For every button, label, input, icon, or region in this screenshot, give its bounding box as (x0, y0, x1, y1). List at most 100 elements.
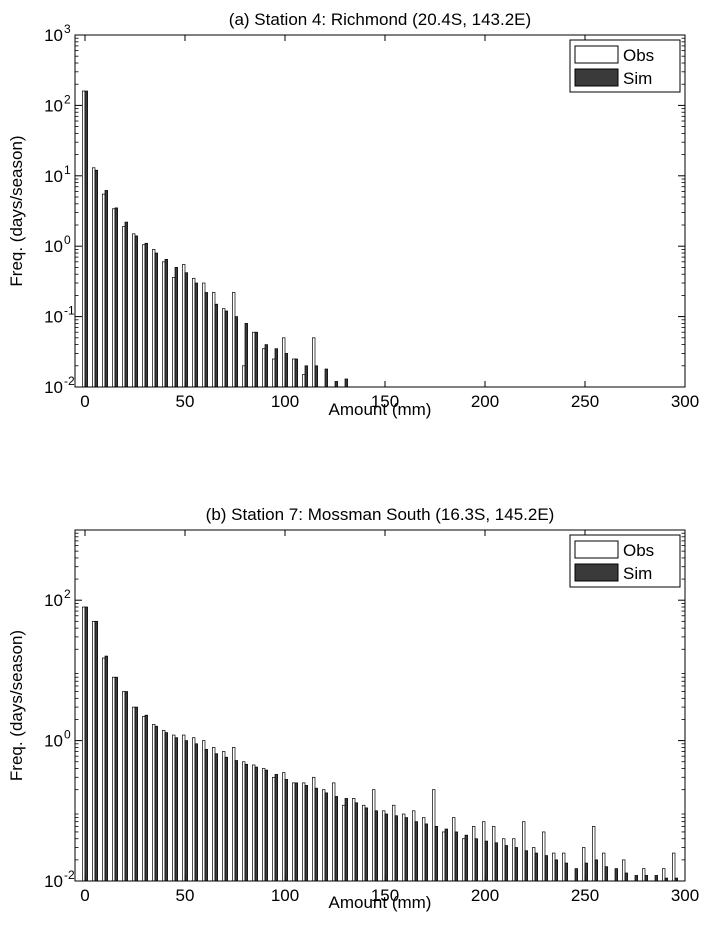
obs-bar (92, 167, 96, 388)
y-tick-label: 10 (44, 378, 63, 397)
obs-bar (112, 676, 116, 882)
sim-bar (104, 655, 108, 882)
sim-bar (134, 235, 138, 388)
obs-bar (162, 261, 166, 388)
sim-bar (134, 706, 138, 882)
obs-bar (172, 734, 176, 882)
obs-bar (392, 804, 396, 882)
sim-bar (264, 769, 268, 882)
obs-bar (412, 810, 416, 882)
obs-bar (82, 606, 86, 882)
x-tick-label: 300 (671, 392, 699, 411)
sim-bar (144, 242, 148, 388)
legend-label-sim: Sim (623, 564, 652, 583)
obs-bar (252, 331, 256, 388)
y-tick-label: 10 (44, 872, 63, 891)
sim-bar (164, 259, 168, 388)
sim-bar (564, 862, 568, 882)
sim-bar (524, 850, 528, 882)
obs-bar (232, 747, 236, 882)
sim-bar (124, 221, 128, 388)
x-axis: 0 50 100 150 200 250 300 (80, 530, 699, 905)
obs-bar (492, 826, 496, 882)
obs-bar (142, 716, 146, 882)
obs-bar (202, 740, 206, 882)
sim-bar (404, 817, 408, 882)
y-tick-label: 10 (44, 732, 63, 751)
obs-bar (252, 764, 256, 882)
x-tick-label: 150 (371, 392, 399, 411)
sim-bar (204, 292, 208, 388)
obs-bar (242, 761, 246, 882)
x-tick-label: 200 (471, 392, 499, 411)
obs-bar (162, 729, 166, 882)
sim-bar (84, 90, 88, 388)
legend-label-sim: Sim (623, 69, 652, 88)
obs-bar (362, 804, 366, 882)
obs-bar (262, 348, 266, 388)
obs-bar (282, 772, 286, 882)
chart-panel-b: (b) Station 7: Mossman South (16.3S, 145… (7, 505, 699, 912)
sim-bar (374, 810, 378, 882)
obs-bar (462, 838, 466, 882)
obs-bar (562, 852, 566, 882)
y-tick-exponent: 0 (64, 728, 71, 742)
obs-bar (242, 365, 246, 388)
sim-bar (634, 875, 638, 882)
obs-bar (132, 233, 136, 388)
sim-bar (94, 169, 98, 388)
legend-swatch-sim (574, 68, 619, 87)
y-tick-exponent: -2 (64, 868, 75, 882)
obs-bar (122, 226, 126, 388)
sim-bar (544, 855, 548, 882)
sim-bar (364, 807, 368, 882)
y-tick-exponent: 3 (64, 22, 71, 36)
x-tick-label: 250 (571, 392, 599, 411)
sim-bar (644, 875, 648, 882)
x-tick-label: 300 (671, 886, 699, 905)
y-tick-exponent: 1 (64, 163, 71, 177)
sim-bar (114, 207, 118, 388)
obs-bar (592, 826, 596, 882)
sim-bar (154, 725, 158, 882)
obs-bar (152, 249, 156, 388)
obs-bar (452, 817, 456, 882)
sim-bar (354, 802, 358, 882)
obs-bar (282, 337, 286, 388)
obs-bar (662, 868, 666, 882)
obs-bar (292, 358, 296, 388)
legend: Obs Sim (569, 534, 681, 588)
sim-bar (304, 785, 308, 882)
sim-bar (324, 792, 328, 882)
obs-bar (342, 804, 346, 882)
obs-bar (192, 737, 196, 882)
obs-bar (122, 691, 126, 882)
obs-bar (92, 620, 96, 882)
legend-swatch-obs (574, 45, 619, 64)
x-axis-label: Amount (mm) (329, 893, 432, 912)
y-tick-exponent: 2 (64, 587, 71, 601)
obs-bar (322, 789, 326, 882)
sim-bar (534, 852, 538, 882)
obs-bar (102, 193, 106, 388)
x-tick-label: 100 (271, 392, 299, 411)
axes-box (74, 529, 686, 882)
y-tick-label: 10 (44, 237, 63, 256)
sim-bar (284, 779, 288, 882)
y-tick-label: 10 (44, 96, 63, 115)
y-tick-exponent: 0 (64, 233, 71, 247)
legend-label-obs: Obs (623, 541, 654, 560)
obs-bar (482, 821, 486, 882)
sim-bar (314, 365, 318, 388)
sim-bar (384, 813, 388, 882)
obs-bar (642, 868, 646, 882)
obs-bar (262, 768, 266, 882)
sim-bar (314, 787, 318, 882)
y-tick-exponent: 2 (64, 92, 71, 106)
sim-bar (204, 749, 208, 882)
obs-bar (422, 817, 426, 882)
obs-bar (132, 706, 136, 882)
sim-bar (114, 676, 118, 882)
